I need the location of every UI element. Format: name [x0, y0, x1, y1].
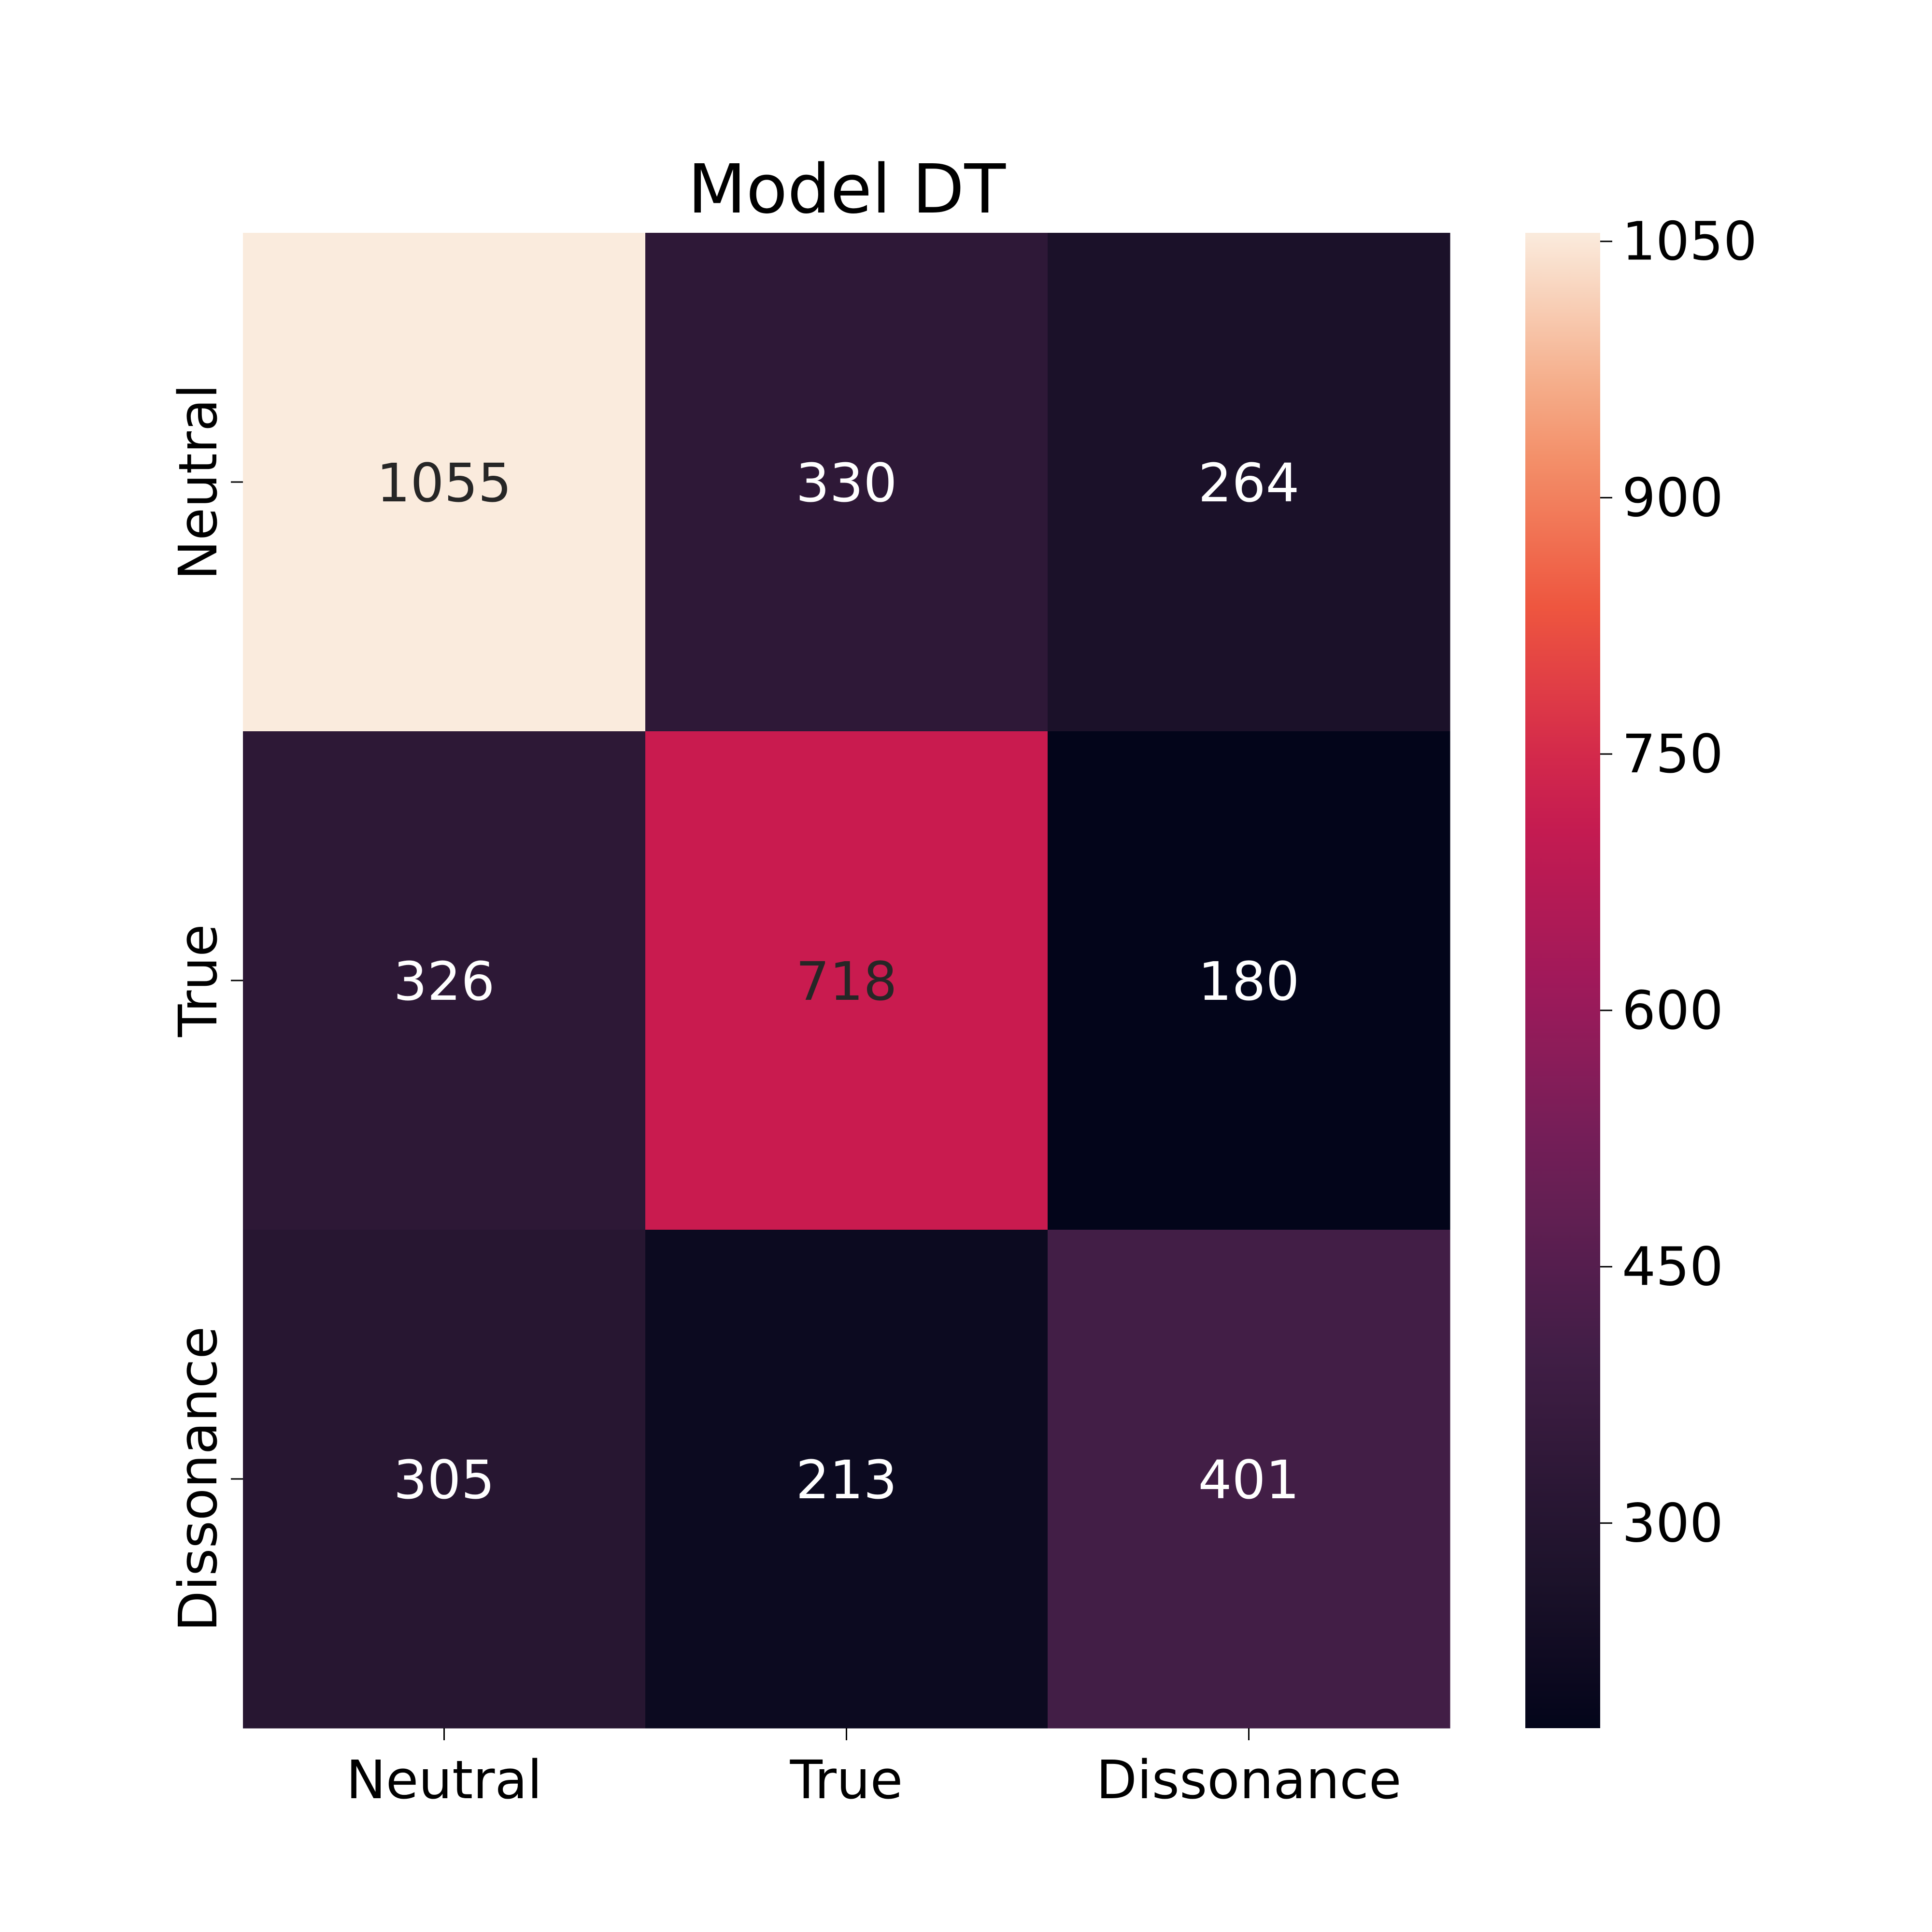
colorbar: 1050 900 750 600 450 300 — [1525, 211, 1757, 1728]
y-axis: Neutral True Dissonance — [167, 384, 243, 1632]
cell-value-label-2-1: 213 — [796, 1449, 897, 1511]
cell-value-label-0-2: 264 — [1198, 452, 1300, 514]
colorbar-tick-label-5: 300 — [1622, 1492, 1723, 1554]
colorbar-tick-label-0: 1050 — [1622, 211, 1757, 272]
x-tick-label-1: True — [790, 1749, 903, 1811]
heatmap-cell-0-0 — [243, 233, 646, 732]
y-tick-label-2: Dissonance — [167, 1326, 229, 1632]
x-tick-label-0: Neutral — [346, 1749, 542, 1811]
cell-value-label-1-1: 718 — [796, 951, 897, 1012]
colorbar-tick-label-1: 900 — [1622, 467, 1723, 528]
colorbar-tick-label-3: 600 — [1622, 980, 1723, 1041]
heatmap-cell-1-0 — [243, 731, 646, 1230]
cell-value-label-2-2: 401 — [1198, 1449, 1300, 1511]
cell-value-label-2-0: 305 — [394, 1449, 495, 1511]
heatmap-cell-labels: 1055 330 264 326 718 180 305 213 401 — [377, 452, 1300, 1511]
heatmap-cell-2-2 — [1048, 1230, 1450, 1729]
y-tick-label-0: Neutral — [167, 384, 229, 580]
heatmap-cell-0-1 — [645, 233, 1048, 732]
y-tick-label-1: True — [167, 924, 229, 1037]
heatmap-cells — [243, 233, 1450, 1729]
x-axis: Neutral True Dissonance — [346, 1728, 1402, 1811]
cell-value-label-1-0: 326 — [394, 951, 495, 1012]
heatmap-cell-1-1 — [645, 731, 1048, 1230]
colorbar-tick-label-4: 450 — [1622, 1236, 1723, 1298]
colorbar-gradient — [1525, 233, 1600, 1728]
x-tick-label-2: Dissonance — [1096, 1749, 1401, 1811]
heatmap-cell-0-2 — [1048, 233, 1450, 732]
chart-title: Model DT — [688, 150, 1006, 229]
cell-value-label-0-1: 330 — [796, 452, 897, 514]
heatmap-cell-1-2 — [1048, 731, 1450, 1230]
heatmap-cell-2-0 — [243, 1230, 646, 1729]
heatmap-cell-2-1 — [645, 1230, 1048, 1729]
colorbar-tick-label-2: 750 — [1622, 723, 1723, 785]
cell-value-label-0-0: 1055 — [377, 452, 512, 514]
cell-value-label-1-2: 180 — [1198, 951, 1300, 1012]
